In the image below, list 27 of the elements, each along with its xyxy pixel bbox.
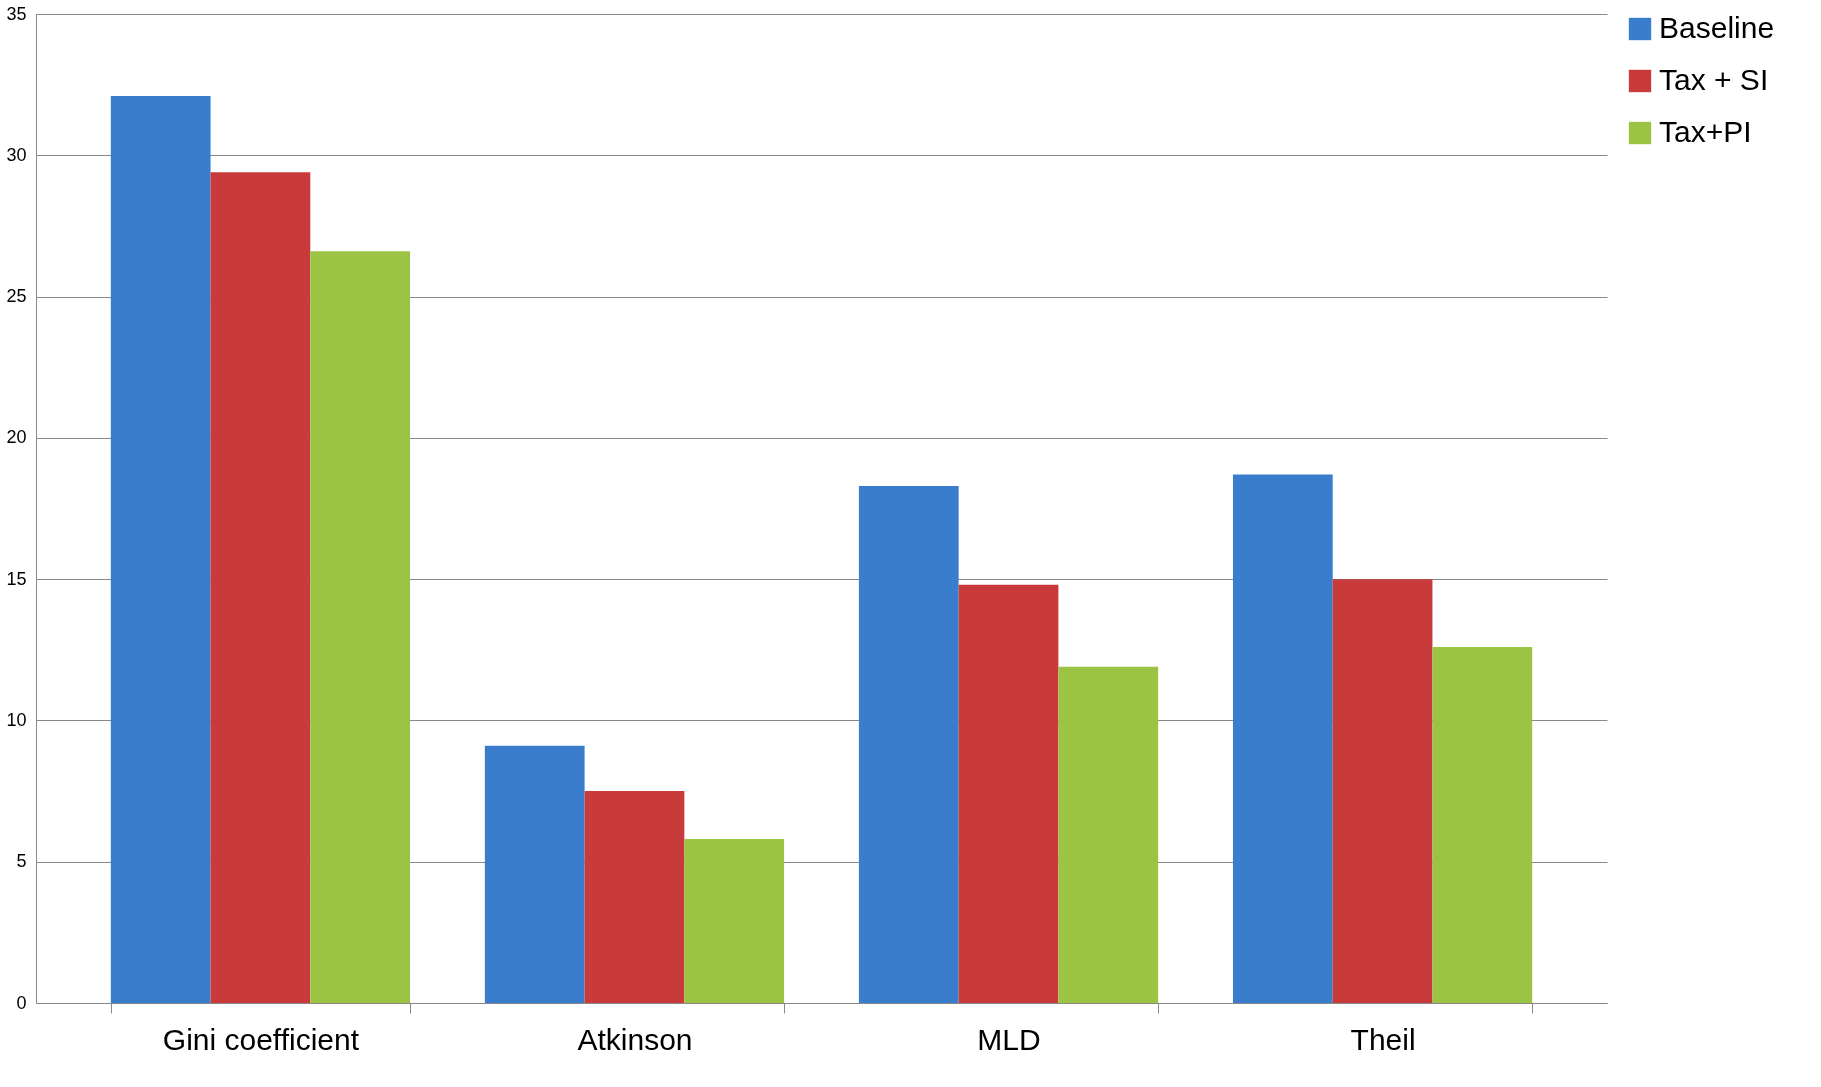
legend-label: Baseline <box>1659 11 1775 44</box>
bar <box>958 584 1059 1003</box>
y-tick-label: 10 <box>6 709 27 730</box>
bar <box>110 95 211 1003</box>
y-tick-label: 25 <box>6 286 27 307</box>
bar <box>1332 579 1433 1003</box>
y-tick-label: 30 <box>6 144 27 165</box>
y-tick-label: 35 <box>6 3 27 24</box>
legend-label: Tax+PI <box>1659 115 1752 148</box>
legend-label: Tax + SI <box>1659 63 1769 96</box>
y-tick-label: 0 <box>16 992 27 1013</box>
x-tick-label: Gini coefficient <box>162 1022 360 1056</box>
bar <box>310 251 411 1003</box>
x-tick-label: Theil <box>1350 1022 1416 1056</box>
y-tick-label: 15 <box>6 568 27 589</box>
bar <box>684 839 785 1003</box>
y-tick-label: 5 <box>16 851 27 872</box>
bar <box>858 485 959 1003</box>
bar <box>484 745 585 1003</box>
bar <box>1432 646 1533 1003</box>
bar <box>584 791 685 1003</box>
x-tick-label: MLD <box>977 1022 1041 1056</box>
bar <box>1058 666 1159 1003</box>
bar <box>210 172 311 1003</box>
y-tick-label: 20 <box>6 427 27 448</box>
x-tick-label: Atkinson <box>577 1022 693 1056</box>
bar <box>1232 474 1333 1003</box>
